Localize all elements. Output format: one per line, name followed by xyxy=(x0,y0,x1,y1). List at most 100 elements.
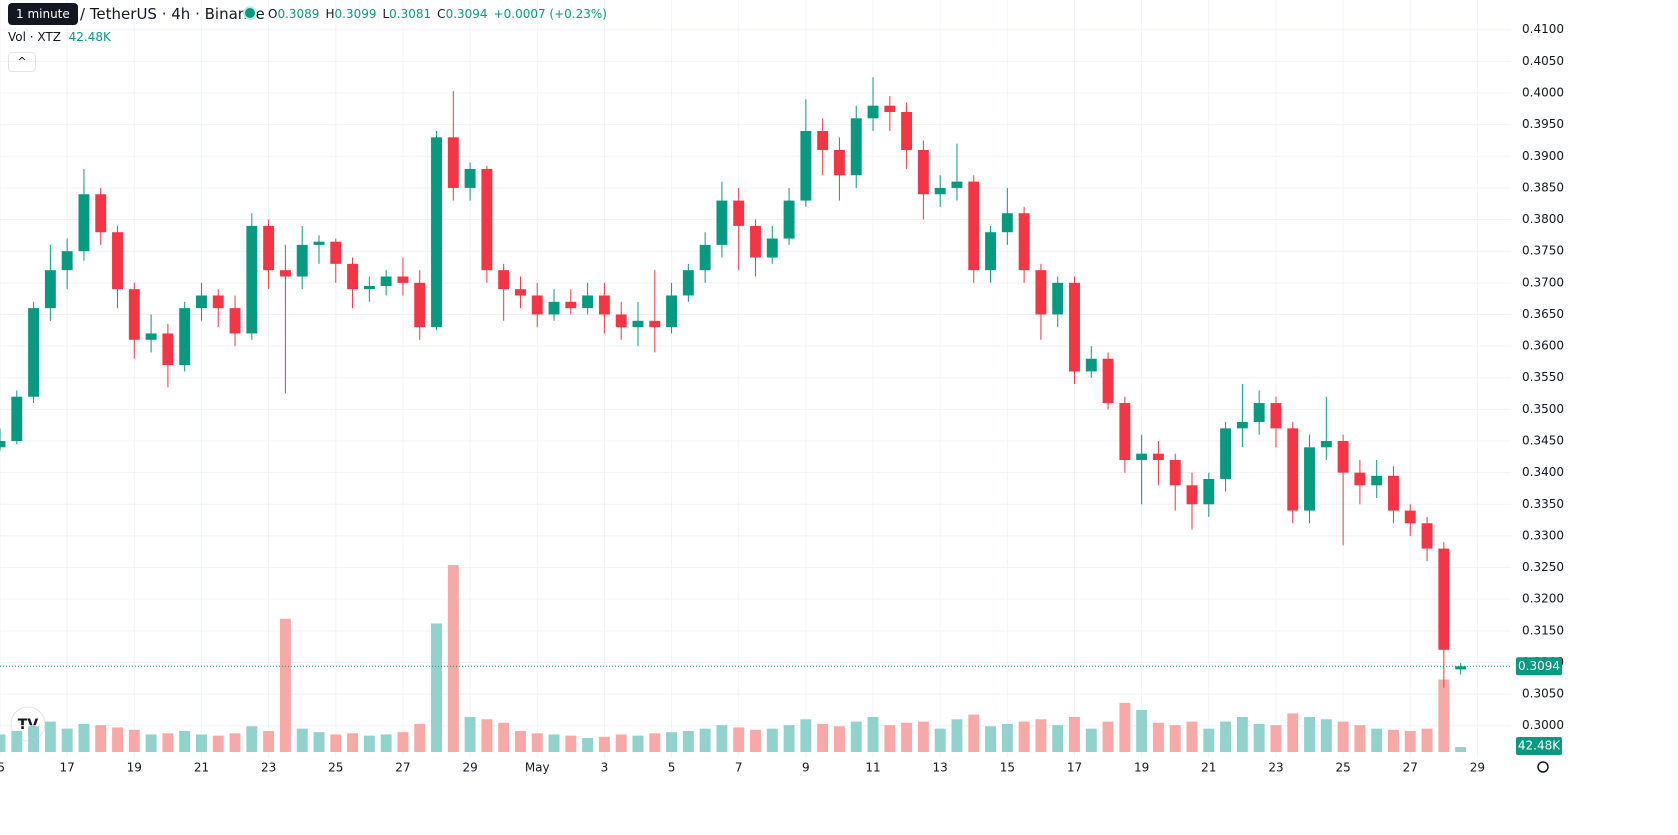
volume-bar xyxy=(431,623,442,752)
price-badge xyxy=(1516,657,1562,676)
candle-body xyxy=(1052,282,1064,315)
symbol[interactable]: / TetherUS · 4h · Binance xyxy=(80,5,265,23)
x-tick-label: 23 xyxy=(261,761,276,775)
volume-bar xyxy=(1421,728,1433,752)
candle-body xyxy=(0,441,6,448)
y-tick-label: 0.3500 xyxy=(1522,402,1564,416)
y-tick-label: 0.3750 xyxy=(1522,244,1564,258)
y-tick-label: 0.3850 xyxy=(1522,180,1564,194)
x-tick-label: 25 xyxy=(1335,761,1350,775)
candle-body xyxy=(229,308,241,334)
x-tick-label: 17 xyxy=(1067,761,1082,775)
volume-bar xyxy=(548,734,560,752)
volume-bar xyxy=(78,723,90,752)
volume-bar xyxy=(582,737,594,752)
y-tick-label: 0.3300 xyxy=(1522,528,1564,542)
candle-body xyxy=(330,241,342,264)
candle-body xyxy=(1253,403,1265,423)
y-tick-label: 0.3000 xyxy=(1522,718,1564,732)
volume-bar xyxy=(498,722,510,752)
candle-body xyxy=(531,295,543,315)
x-tick-label: 17 xyxy=(60,761,75,775)
ohlc-key: O xyxy=(268,7,278,21)
volume-bar xyxy=(666,732,678,752)
x-tick-label: 23 xyxy=(1268,761,1283,775)
y-tick-label: 0.3200 xyxy=(1522,592,1564,606)
volume-bar xyxy=(296,728,308,752)
candle-body xyxy=(615,314,627,328)
x-tick-label: 11 xyxy=(865,761,880,775)
ohlc-value: 0.3089 xyxy=(277,7,320,21)
volume-bar xyxy=(1085,728,1097,752)
ohlc-key: C xyxy=(437,7,446,21)
candle-body xyxy=(666,295,678,328)
volume-bar xyxy=(766,728,778,752)
candle-body xyxy=(28,308,40,397)
ohlc-value: 0.3094 xyxy=(445,7,488,21)
volume-bar xyxy=(632,735,644,752)
candle-body xyxy=(196,295,207,309)
candle-body xyxy=(162,333,174,366)
volume-bar xyxy=(330,734,342,752)
volume-bar xyxy=(1354,725,1366,752)
candle-body xyxy=(11,396,23,442)
candle-body xyxy=(414,282,426,328)
ohlc-value: 0.3081 xyxy=(389,7,432,21)
candle-body xyxy=(565,301,577,309)
volume-bar xyxy=(800,719,812,752)
x-tick-label: 5 xyxy=(0,761,5,775)
volume-bar xyxy=(514,730,526,752)
candle-body xyxy=(817,130,829,150)
x-tick-label: 27 xyxy=(1403,761,1418,775)
candle-body xyxy=(380,276,392,286)
candle-body xyxy=(917,149,929,195)
volume-bar xyxy=(615,734,627,752)
y-tick-label: 0.3900 xyxy=(1522,149,1564,163)
volume-bar xyxy=(985,726,997,752)
volume-bar xyxy=(1152,722,1164,752)
volume-bar xyxy=(531,733,543,752)
volume-bar xyxy=(414,723,426,752)
candle-body xyxy=(833,149,845,176)
volume-bar xyxy=(1001,723,1013,752)
volume-bar xyxy=(279,618,291,752)
candle-body xyxy=(766,238,778,258)
settings-icon[interactable] xyxy=(1537,761,1549,773)
volume-bar xyxy=(1169,725,1181,752)
volume-bar xyxy=(179,730,191,752)
volume-bar xyxy=(44,721,56,752)
volume-bar xyxy=(750,729,761,752)
volume-bar xyxy=(968,714,980,752)
volume-bar xyxy=(867,716,879,752)
volume-bar xyxy=(1270,725,1282,752)
y-tick-label: 0.4050 xyxy=(1522,54,1564,68)
volume-bar xyxy=(0,734,6,752)
candle-body xyxy=(1270,403,1282,429)
volume-bar xyxy=(598,736,610,752)
volume-bar xyxy=(1438,679,1450,752)
candle-body xyxy=(548,301,560,315)
volume-bar xyxy=(397,732,409,752)
y-tick-label: 0.3550 xyxy=(1522,370,1564,384)
candle-body xyxy=(1018,213,1030,271)
candle-body xyxy=(1455,666,1467,670)
volume-bar xyxy=(1186,721,1198,752)
volume-bar xyxy=(1136,709,1148,752)
candle-body xyxy=(951,181,963,188)
volume-bar xyxy=(196,734,207,752)
x-tick-label: 27 xyxy=(395,761,410,775)
candle-body xyxy=(884,105,896,112)
price-badge-label: 0.3094 xyxy=(1518,659,1560,673)
candle-body xyxy=(481,168,493,271)
volume-bar xyxy=(1455,747,1467,752)
candle-body xyxy=(1320,441,1332,448)
candle-body xyxy=(78,194,90,252)
volume-bar xyxy=(833,726,845,752)
collapse-button[interactable]: ^ xyxy=(8,52,36,72)
volume-bar xyxy=(128,729,140,752)
x-tick-label: 13 xyxy=(933,761,948,775)
candle-body xyxy=(397,276,409,283)
volume-bar xyxy=(95,725,107,752)
y-tick-label: 0.3650 xyxy=(1522,307,1564,321)
x-tick-label: 21 xyxy=(1201,761,1216,775)
